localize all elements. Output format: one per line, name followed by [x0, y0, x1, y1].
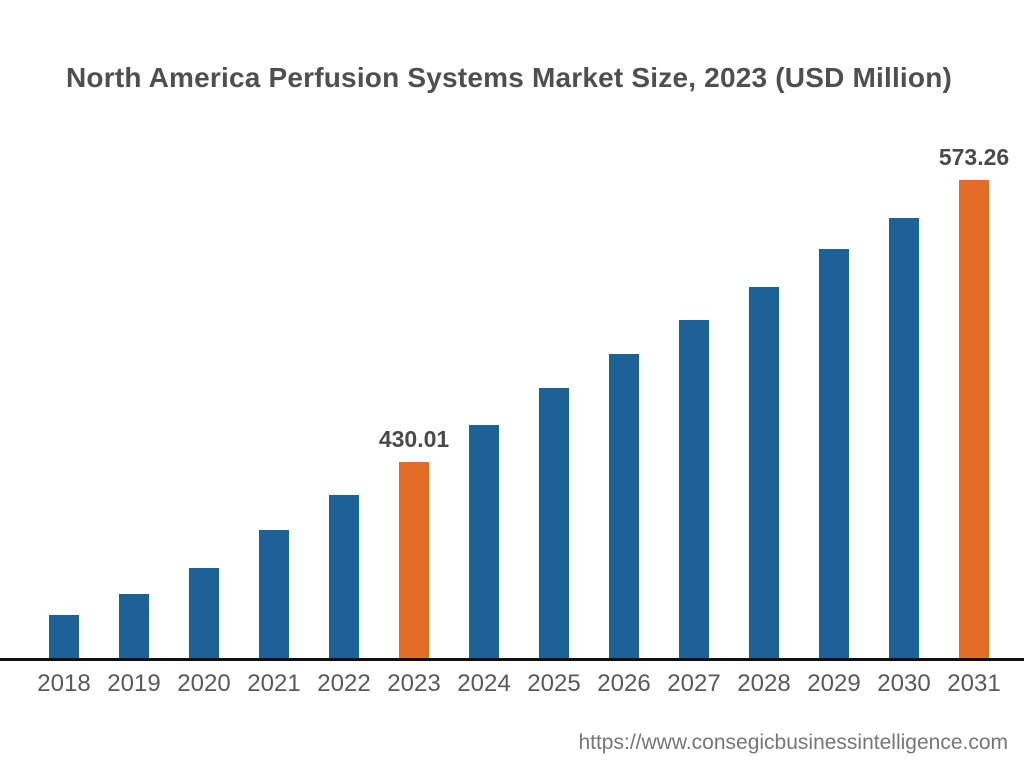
x-tick-label-2026: 2026 [597, 670, 651, 697]
bar-highlighted-2023 [399, 462, 429, 658]
x-tick-label-2030: 2030 [877, 670, 931, 697]
x-tick-label-2019: 2019 [107, 670, 161, 697]
bar-column-2019 [119, 180, 149, 658]
bar-column-2021 [259, 180, 289, 658]
bar-column-2026 [609, 180, 639, 658]
bar-2027 [679, 320, 709, 658]
x-tick-label-2027: 2027 [667, 670, 721, 697]
x-tick-label-2028: 2028 [737, 670, 791, 697]
bar-column-2018 [49, 180, 79, 658]
bar-column-2027 [679, 180, 709, 658]
x-tick-label-2023: 2023 [387, 670, 441, 697]
bar-2021 [259, 530, 289, 658]
bar-2028 [749, 287, 779, 658]
x-tick-label-2031: 2031 [947, 670, 1001, 697]
bar-column-2030 [889, 180, 919, 658]
x-tick-label-2022: 2022 [317, 670, 371, 697]
x-tick-label-2029: 2029 [807, 670, 861, 697]
x-tick-label-2018: 2018 [37, 670, 91, 697]
x-tick-label-2020: 2020 [177, 670, 231, 697]
bar-highlighted-2031 [959, 180, 989, 658]
bar-column-2028 [749, 180, 779, 658]
bar-2030 [889, 218, 919, 658]
bar-value-label-2031: 573.26 [938, 144, 1010, 170]
bar-column-2025 [539, 180, 569, 658]
bar-2022 [329, 495, 359, 658]
bar-column-2022 [329, 180, 359, 658]
bar-value-label-2023: 430.01 [378, 426, 450, 452]
x-axis-tick-row: 2018 2019 2020 2021 2022 2023 2024 2025 2026 2027… [29, 670, 1009, 698]
bar-column-2020 [189, 180, 219, 658]
bar-column-2031: 573.26 [939, 144, 1009, 658]
bar-column-2024 [469, 180, 499, 658]
bar-2026 [609, 354, 639, 658]
x-tick-label-2025: 2025 [527, 670, 581, 697]
x-axis-line [0, 658, 1024, 661]
bar-2018 [49, 615, 79, 658]
bar-column-2029 [819, 180, 849, 658]
page-title: North America Perfusion Systems Market S… [66, 62, 953, 93]
x-tick-label-2024: 2024 [457, 670, 511, 697]
x-tick-label-2021: 2021 [247, 670, 301, 697]
bar-2020 [189, 568, 219, 658]
bar-chart-plot-area: 430.01 573.26 [49, 144, 1009, 658]
bar-2029 [819, 249, 849, 658]
bar-2024 [469, 425, 499, 658]
bar-column-2023: 430.01 [379, 180, 449, 658]
bar-2025 [539, 388, 569, 658]
footer-url-link[interactable]: https://www.consegicbusinessintelligence… [578, 731, 1008, 754]
bar-2019 [119, 594, 149, 658]
